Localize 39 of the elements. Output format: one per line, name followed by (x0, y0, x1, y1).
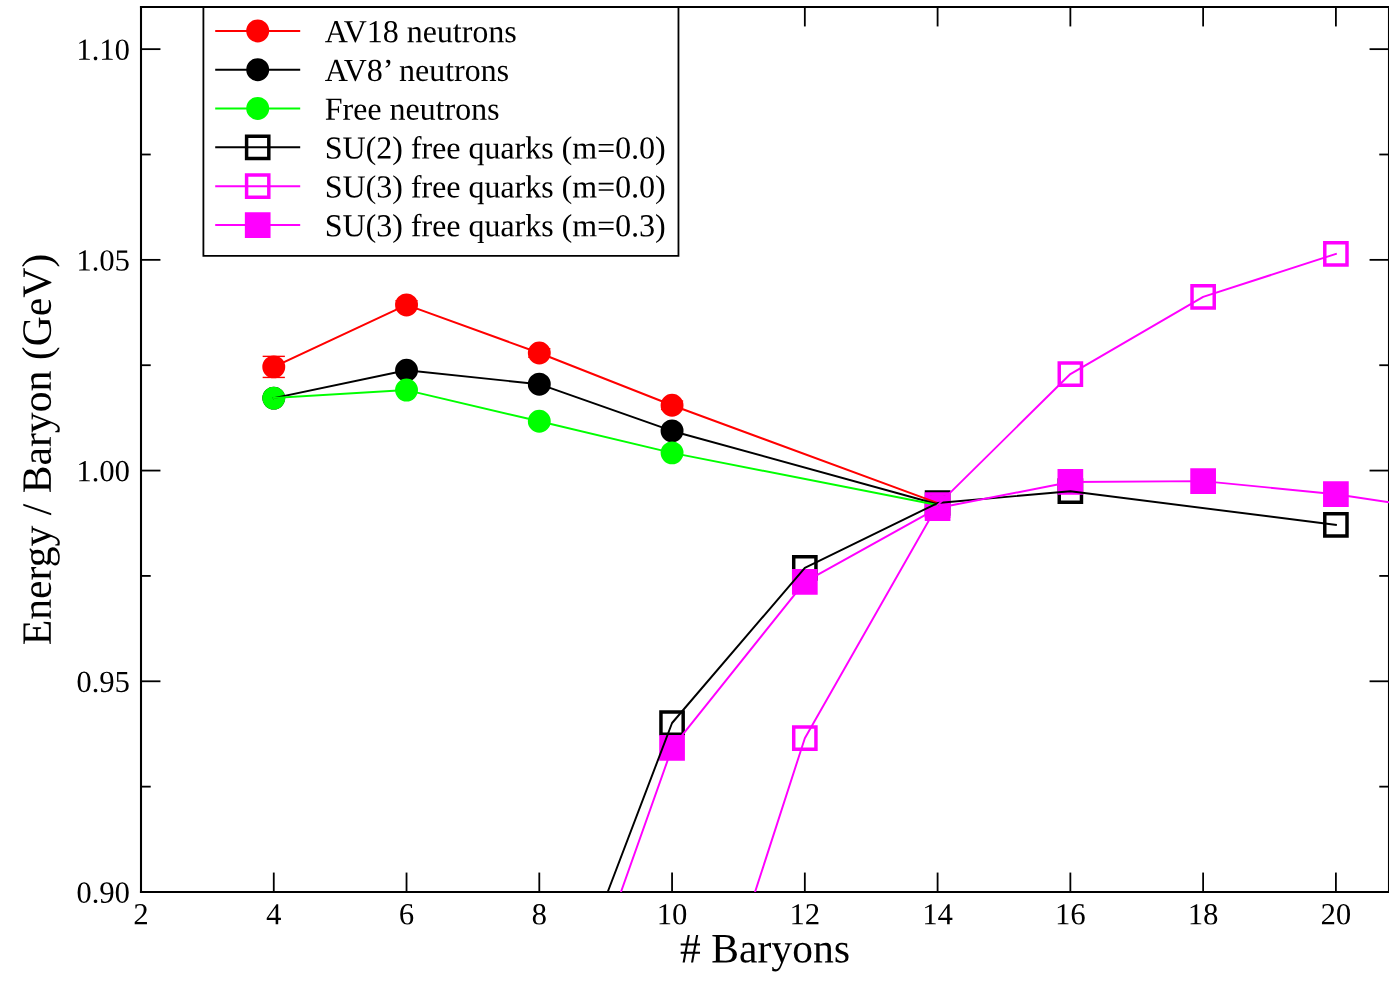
point (1190, 284, 1216, 310)
point (527, 372, 551, 396)
point (660, 419, 684, 443)
y-tick-label: 0.95 (77, 671, 129, 693)
y-tick-label: 1.00 (79, 460, 129, 482)
point (1323, 241, 1349, 267)
y-tick-label: 1.05 (79, 250, 129, 271)
point (660, 393, 684, 417)
point (395, 293, 418, 317)
x-tick-label: 20 (1321, 903, 1351, 925)
point (660, 441, 684, 465)
point (1190, 468, 1216, 494)
point (659, 710, 685, 736)
legend-label: AV18 neutrons (325, 20, 516, 43)
y-tick-label: 0.90 (77, 882, 129, 904)
x-tick-label: 8 (532, 903, 546, 925)
point (395, 378, 418, 402)
legend-label: SU(3) free quarks (m=0.3) (326, 213, 665, 244)
x-tick-label: 14 (925, 904, 953, 925)
x-tick-label: 12 (792, 904, 819, 925)
point (527, 409, 551, 433)
x-axis-title: # Baryons (680, 935, 849, 972)
y-axis-title: Energy / Baryon (GeV) (21, 255, 60, 645)
point (1057, 361, 1084, 387)
legend-label: SU(2) free quarks (m=0.0) (326, 136, 665, 166)
x-tick-label: 2 (134, 904, 147, 925)
legend-label: AV8’ neutrons (325, 59, 508, 82)
point (1323, 481, 1349, 508)
point (527, 341, 551, 365)
point (791, 725, 818, 752)
legend-label: SU(3) free quarks (m=0.0) (326, 174, 665, 205)
x-tick-label: 4 (266, 904, 281, 925)
x-tick-label: 18 (1190, 903, 1218, 925)
x-tick-label: 10 (659, 903, 687, 925)
point (1323, 512, 1349, 538)
y-tick-label: 1.10 (79, 39, 129, 61)
legend-label: Free neutrons (325, 98, 499, 120)
x-tick-label: 6 (400, 904, 414, 925)
x-tick-label: 16 (1057, 904, 1085, 925)
